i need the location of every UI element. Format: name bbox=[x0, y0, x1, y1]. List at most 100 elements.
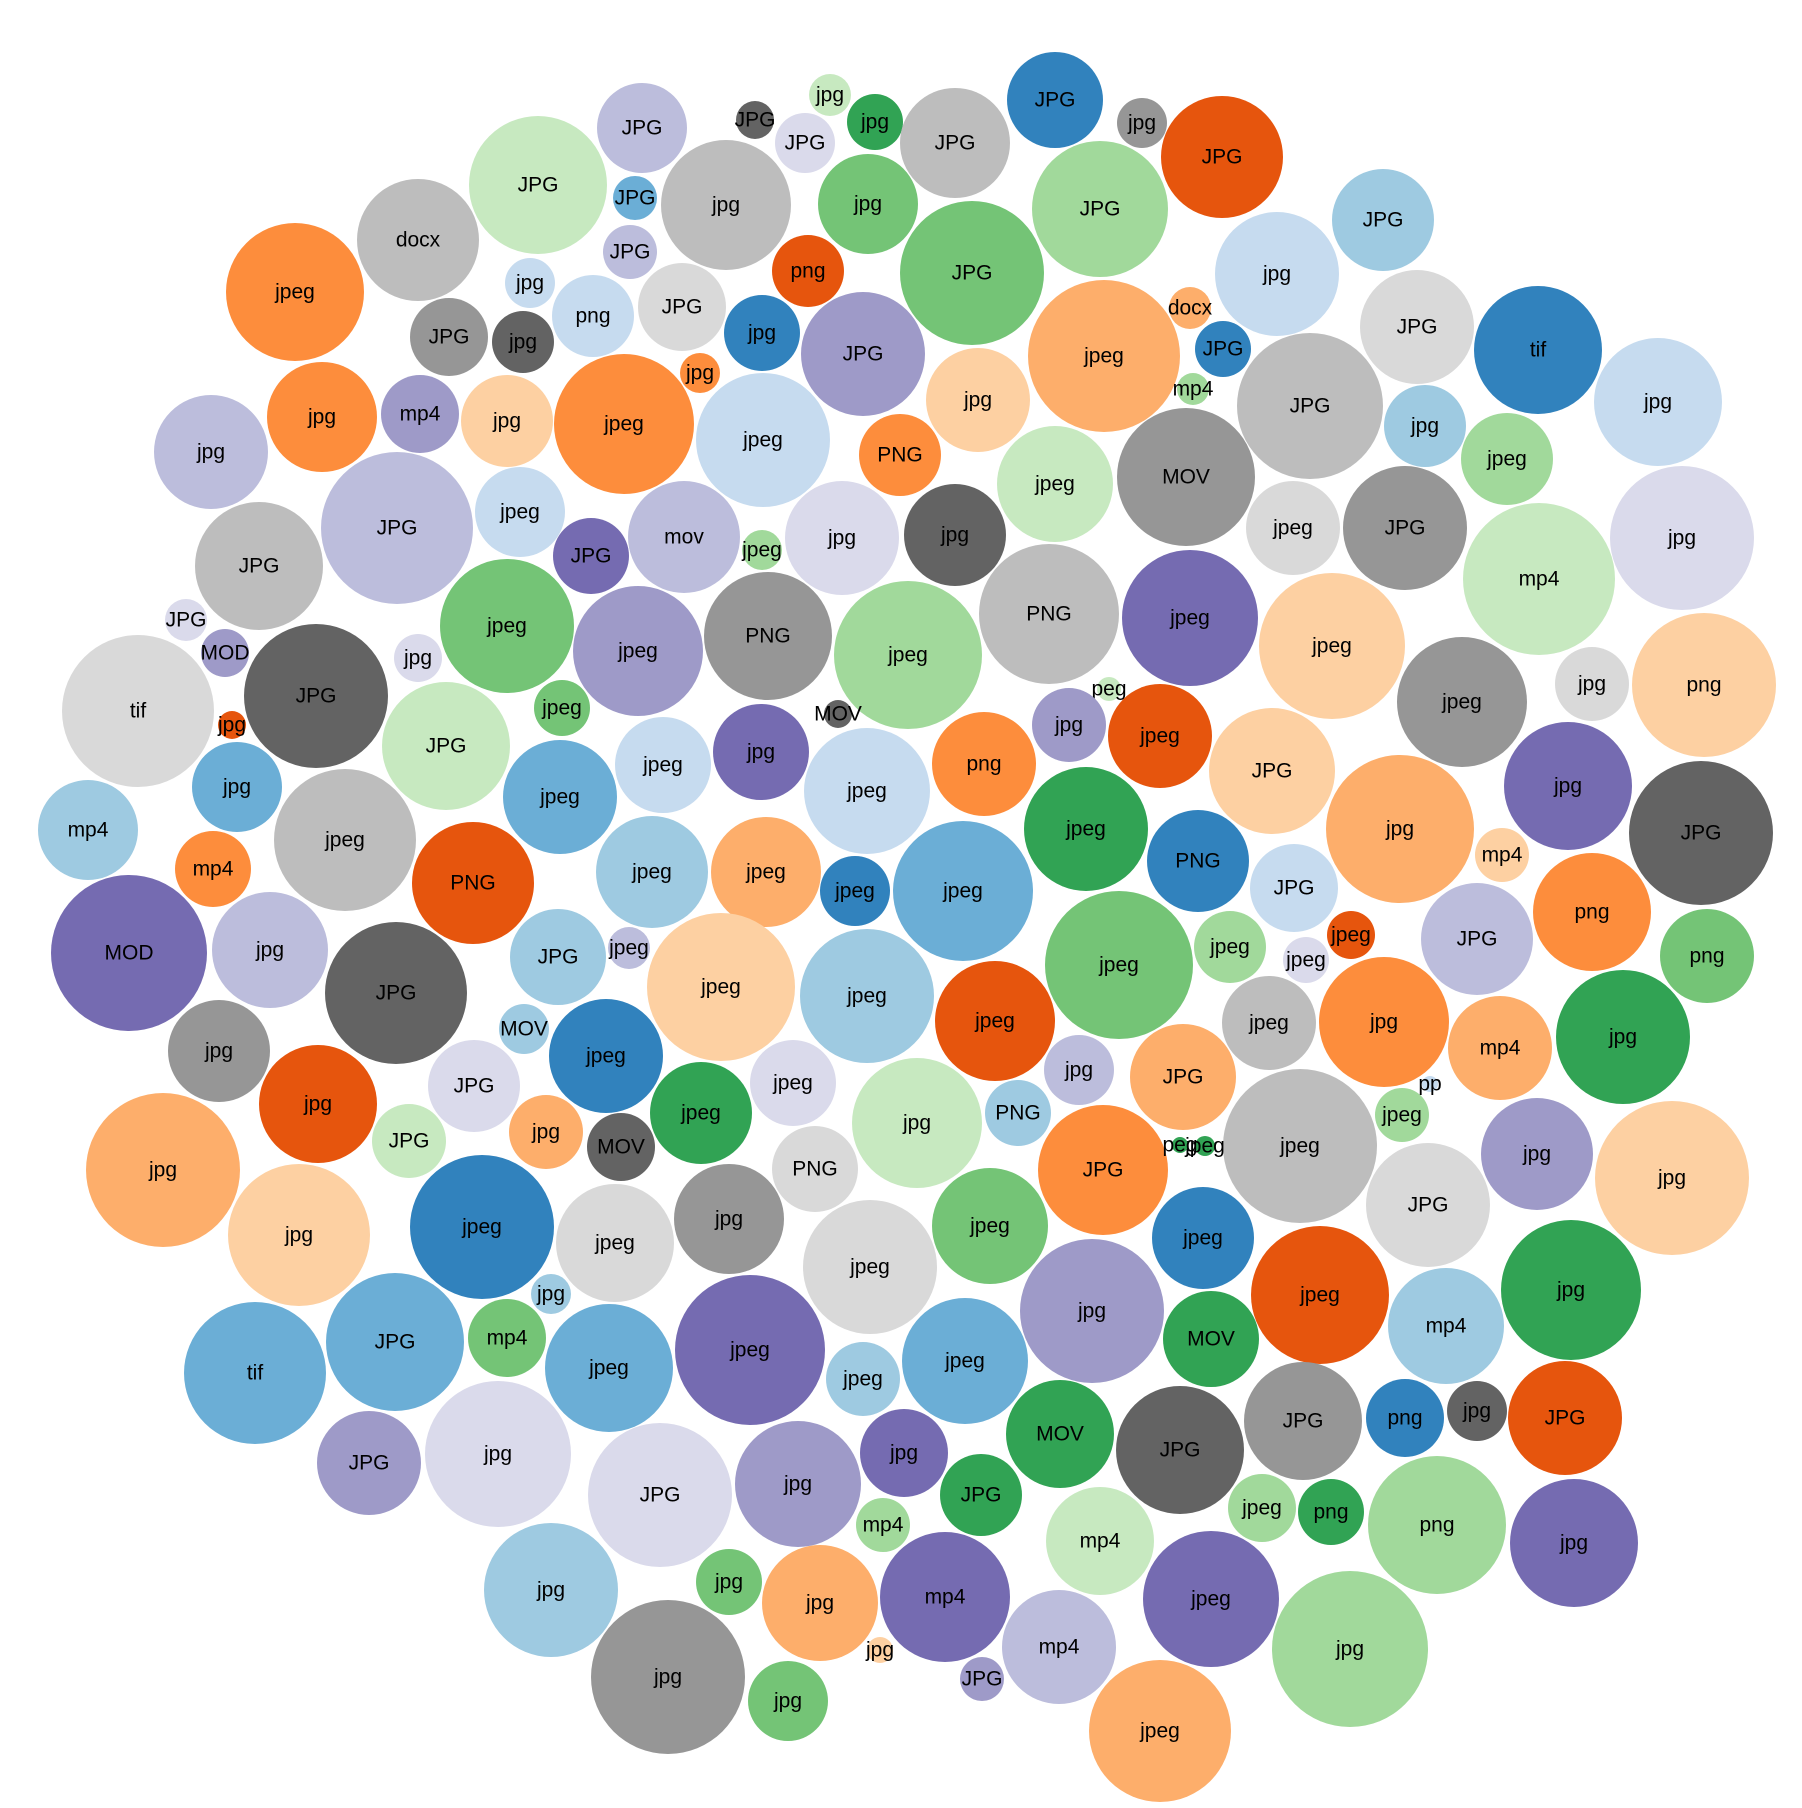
bubble-circle bbox=[1556, 970, 1690, 1104]
bubble: MOD bbox=[201, 629, 250, 677]
bubble: jpg bbox=[661, 140, 791, 270]
bubble: jpeg bbox=[902, 1298, 1028, 1424]
bubble: jpg bbox=[492, 311, 554, 373]
bubble-label: jpeg bbox=[603, 413, 644, 436]
bubble-label: jpeg bbox=[772, 1072, 813, 1095]
bubble-label: jpg bbox=[531, 1121, 560, 1144]
bubble-label: jpeg bbox=[974, 1010, 1015, 1033]
bubble: JPG bbox=[1332, 169, 1434, 271]
bubble-circle bbox=[1368, 1456, 1506, 1594]
bubble-circle bbox=[394, 634, 442, 682]
bubble-circle bbox=[1594, 338, 1722, 466]
bubble-label: MOV bbox=[500, 1018, 548, 1041]
bubble-label: JPG bbox=[1363, 209, 1404, 232]
bubble-label: PNG bbox=[792, 1158, 838, 1181]
bubble-circle bbox=[1533, 853, 1651, 971]
bubble-circle bbox=[1194, 911, 1266, 983]
bubble-circle bbox=[704, 572, 832, 700]
bubble-label: jpg bbox=[1667, 527, 1696, 550]
bubble: jpg bbox=[847, 94, 903, 150]
bubble-label: jpeg bbox=[742, 429, 783, 452]
bubble-circle bbox=[461, 375, 553, 467]
bubble-circle bbox=[867, 1637, 893, 1663]
bubble: JPG bbox=[801, 292, 925, 416]
bubble: jpg bbox=[852, 1058, 982, 1188]
bubble: PNG bbox=[772, 1126, 858, 1212]
bubble-label: mp4 bbox=[925, 1586, 966, 1609]
bubble: mp4 bbox=[175, 831, 251, 907]
bubble-circle bbox=[1388, 1268, 1504, 1384]
bubble-circle bbox=[735, 1421, 861, 1547]
bubble-label: jpeg bbox=[585, 1045, 626, 1068]
bubble-label: jpeg bbox=[541, 697, 582, 720]
bubble-label: mp4 bbox=[193, 858, 234, 881]
bubble: JPG bbox=[1209, 708, 1335, 834]
bubble: jpg bbox=[926, 348, 1030, 452]
bubble: jpg bbox=[86, 1093, 240, 1247]
bubble-circle bbox=[834, 581, 982, 729]
bubble: PNG bbox=[412, 822, 534, 944]
bubble: mp4 bbox=[1388, 1268, 1504, 1384]
bubble: jpeg bbox=[997, 426, 1113, 542]
bubble: jpg bbox=[1504, 722, 1632, 850]
bubble-label: jpg bbox=[1556, 1279, 1585, 1302]
bubble: jpeg bbox=[1397, 637, 1527, 767]
bubble-circle bbox=[1130, 1024, 1236, 1130]
bubble-label: mp4 bbox=[1480, 1037, 1521, 1060]
bubble: tif bbox=[184, 1302, 326, 1444]
bubble-label: JPG bbox=[454, 1075, 495, 1098]
bubble-label: JPG bbox=[1163, 1066, 1204, 1089]
bubble-circle bbox=[1508, 1361, 1622, 1475]
bubble: MOV bbox=[499, 1004, 549, 1054]
bubble-label: jpeg bbox=[1083, 345, 1124, 368]
bubble-circle bbox=[1474, 286, 1602, 414]
bubble-circle bbox=[1327, 911, 1375, 959]
bubble: jpeg bbox=[826, 1342, 900, 1416]
bubble-label: jpeg bbox=[1209, 936, 1250, 959]
bubble-circle bbox=[1384, 385, 1466, 467]
bubble: JPG bbox=[428, 1040, 520, 1132]
bubble-label: jpg bbox=[714, 1208, 743, 1231]
bubble-label: jpg bbox=[1054, 714, 1083, 737]
bubble: jpeg bbox=[803, 1200, 937, 1334]
bubble-circle bbox=[1116, 1386, 1244, 1514]
bubble-label: jpg bbox=[196, 441, 225, 464]
bubble: png bbox=[1298, 1479, 1364, 1545]
bubble: jpg bbox=[509, 1095, 583, 1169]
bubble-circle bbox=[165, 599, 207, 641]
bubble: JPG bbox=[1038, 1105, 1168, 1235]
bubble-label: jpeg bbox=[849, 1256, 890, 1279]
bubble: JPG bbox=[1161, 96, 1283, 218]
bubble-circle bbox=[804, 728, 930, 854]
bubble-circle bbox=[469, 116, 607, 254]
bubble-label: jpeg bbox=[887, 644, 928, 667]
bubble-circle bbox=[1045, 891, 1193, 1039]
bubble-circle bbox=[856, 1498, 910, 1552]
bubble-label: jpg bbox=[815, 84, 844, 107]
bubble: jpg bbox=[531, 1274, 571, 1314]
bubble: jpg bbox=[1555, 647, 1629, 721]
bubble-circle bbox=[509, 1095, 583, 1169]
bubble: mp4 bbox=[381, 375, 459, 453]
bubble-label: JPG bbox=[376, 982, 417, 1005]
bubble-label: mov bbox=[664, 526, 704, 549]
bubble-circle bbox=[1332, 169, 1434, 271]
bubble: JPG bbox=[1130, 1024, 1236, 1130]
bubble: JPG bbox=[195, 502, 323, 630]
bubble: JPG bbox=[410, 298, 488, 376]
bubble-circle bbox=[713, 704, 809, 800]
bubble-label: jpg bbox=[685, 362, 714, 385]
bubble: jpeg bbox=[893, 821, 1033, 961]
bubble: jpeg bbox=[1251, 1226, 1389, 1364]
bubble-circle bbox=[1215, 212, 1339, 336]
bubble-circle bbox=[979, 544, 1119, 684]
bubble: jpeg bbox=[545, 1304, 673, 1432]
bubble-circle bbox=[321, 452, 473, 604]
bubble-circle bbox=[1147, 810, 1249, 912]
bubble-label: jpg bbox=[1559, 1532, 1588, 1555]
bubble-circle bbox=[940, 1454, 1022, 1536]
bubble: JPG bbox=[1032, 141, 1168, 277]
bubble: jpeg bbox=[696, 373, 830, 507]
bubble-circle bbox=[1024, 767, 1148, 891]
bubble-label: png bbox=[575, 305, 610, 328]
